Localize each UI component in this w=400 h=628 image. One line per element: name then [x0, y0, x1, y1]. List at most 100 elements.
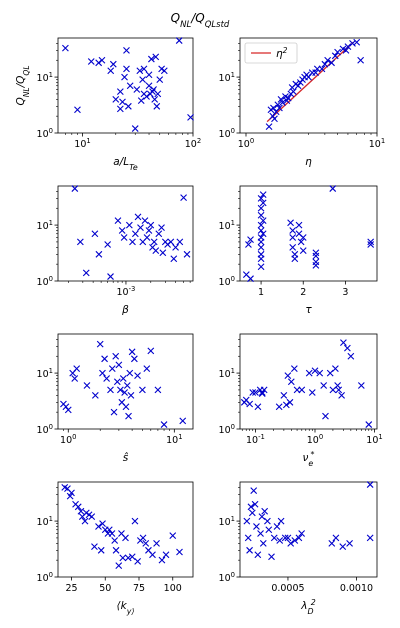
- data-point: [176, 548, 183, 556]
- data-point: [74, 106, 81, 114]
- data-point: [71, 185, 79, 192]
- data-point: [116, 386, 124, 394]
- data-point: [328, 539, 336, 547]
- data-point: [167, 238, 175, 246]
- data-point: [324, 56, 332, 64]
- data-point: [143, 93, 150, 100]
- data-point: [273, 523, 281, 530]
- data-point: [247, 503, 255, 511]
- data-point: [295, 534, 303, 542]
- data-point: [243, 517, 251, 525]
- data-point: [247, 275, 254, 283]
- data-point: [103, 375, 111, 382]
- data-point: [156, 76, 164, 84]
- data-point: [311, 367, 319, 375]
- x-tick-label: 100: [307, 433, 323, 446]
- data-point: [312, 252, 320, 260]
- x-axis-label: ŝ: [123, 452, 129, 464]
- data-point: [91, 230, 99, 238]
- y-tick-label: 101: [37, 219, 53, 232]
- data-point: [281, 534, 289, 542]
- data-point: [291, 255, 299, 263]
- data-point: [347, 352, 355, 360]
- data-point: [365, 421, 373, 428]
- data-point: [276, 104, 283, 112]
- data-point: [142, 539, 150, 547]
- data-point: [147, 221, 155, 229]
- data-point: [95, 523, 102, 530]
- data-point: [139, 534, 147, 542]
- data-point: [299, 247, 307, 254]
- data-point: [112, 95, 120, 103]
- data-point: [287, 219, 294, 227]
- data-point: [158, 556, 166, 564]
- axes-frame: [57, 185, 194, 282]
- data-point: [338, 391, 346, 399]
- data-point: [183, 250, 191, 258]
- data-point: [160, 421, 168, 428]
- data-point: [248, 509, 256, 517]
- data-point: [179, 417, 187, 425]
- data-point: [71, 375, 79, 382]
- data-point: [121, 389, 129, 396]
- data-point: [286, 398, 294, 406]
- data-point: [257, 204, 265, 212]
- data-point: [246, 400, 254, 408]
- data-point: [329, 185, 337, 192]
- x-tick-label: 100: [238, 137, 254, 150]
- axes-frame: [57, 37, 194, 134]
- data-point: [258, 513, 266, 521]
- data-point: [140, 65, 148, 73]
- data-point: [270, 104, 277, 112]
- data-point: [127, 391, 135, 399]
- data-point: [290, 365, 298, 373]
- data-point: [297, 238, 305, 246]
- data-point: [250, 487, 258, 495]
- data-point: [123, 65, 130, 73]
- data-point: [328, 59, 335, 67]
- data-point: [265, 123, 273, 131]
- y-tick-label: 101: [219, 219, 235, 232]
- data-point: [130, 355, 138, 363]
- data-point: [158, 224, 165, 232]
- data-point: [141, 217, 149, 225]
- data-point: [87, 58, 95, 65]
- data-point: [305, 369, 313, 377]
- data-point: [134, 372, 141, 380]
- data-point: [331, 365, 339, 373]
- data-point: [136, 67, 144, 75]
- data-point: [125, 221, 133, 229]
- data-point: [367, 238, 375, 246]
- data-point: [295, 221, 303, 229]
- data-point: [318, 65, 326, 73]
- data-point: [113, 378, 121, 386]
- data-point: [77, 507, 85, 515]
- x-tick-label: 75: [133, 583, 145, 594]
- data-point: [159, 249, 167, 257]
- data-point: [259, 191, 267, 199]
- data-point: [139, 386, 146, 394]
- data-point: [109, 60, 117, 68]
- x-tick-label: 101: [366, 433, 382, 446]
- data-point: [82, 269, 90, 277]
- data-point: [119, 375, 127, 382]
- data-point: [271, 115, 278, 123]
- x-axis-label: τ: [305, 304, 312, 316]
- data-point: [289, 88, 297, 95]
- data-point: [126, 369, 134, 377]
- y-tick-label: 101: [219, 515, 235, 528]
- fit-line: [266, 41, 354, 123]
- data-point: [247, 236, 254, 243]
- data-point: [312, 249, 320, 257]
- data-point: [275, 403, 283, 411]
- data-point: [116, 105, 124, 113]
- x-tick-label: 102: [185, 137, 201, 150]
- data-point: [120, 234, 128, 241]
- data-point: [99, 520, 106, 528]
- data-point: [277, 517, 285, 525]
- y-tick-label: 100: [37, 275, 53, 288]
- data-point: [279, 99, 286, 106]
- data-point: [340, 339, 347, 347]
- data-point: [357, 382, 365, 389]
